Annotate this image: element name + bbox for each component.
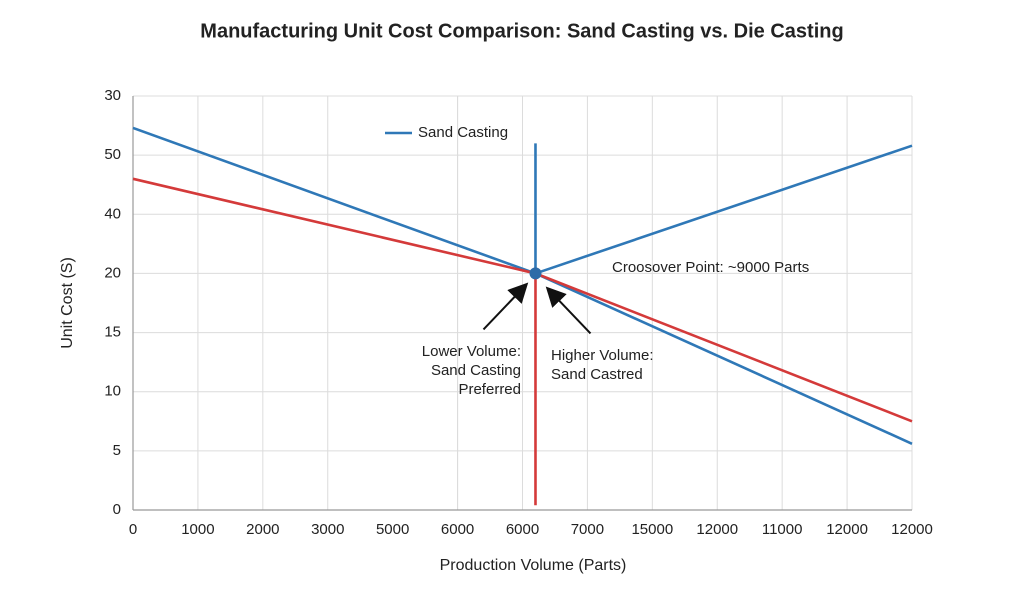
series-line bbox=[535, 144, 913, 275]
x-tick-label: 1000 bbox=[181, 521, 214, 538]
chart-title: Manufacturing Unit Cost Comparison: Sand… bbox=[200, 20, 843, 42]
y-tick-label: 5 bbox=[113, 442, 121, 459]
x-tick-label: 3000 bbox=[311, 521, 344, 538]
annotation-arrow bbox=[482, 282, 529, 331]
x-tick-label: 6000 bbox=[441, 521, 474, 538]
x-tick-label: 5000 bbox=[376, 521, 409, 538]
crossover-point bbox=[529, 267, 542, 280]
x-tick-label: 6000 bbox=[506, 521, 539, 538]
x-tick-label: 12000 bbox=[891, 521, 933, 538]
x-tick-label: 7000 bbox=[571, 521, 604, 538]
annotation: Croosover Point: ~9000 Parts bbox=[612, 259, 809, 276]
y-tick-label: 40 bbox=[104, 205, 121, 222]
y-tick-label: 20 bbox=[104, 264, 121, 281]
y-tick-label: 0 bbox=[113, 501, 121, 518]
x-tick-label: 11000 bbox=[762, 521, 803, 538]
x-axis-title: Production Volume (Parts) bbox=[440, 557, 627, 574]
x-tick-label: 2000 bbox=[246, 521, 279, 538]
y-tick-label: 50 bbox=[104, 146, 121, 163]
legend-label: Sand Casting bbox=[418, 124, 508, 141]
y-axis-title: Unit Cost (S) bbox=[59, 257, 76, 349]
x-tick-label: 12000 bbox=[826, 521, 868, 538]
y-tick-label: 30 bbox=[104, 87, 121, 104]
annotation: Preferred bbox=[458, 381, 521, 398]
annotation: Sand Casting bbox=[431, 362, 521, 379]
y-tick-label: 15 bbox=[104, 324, 121, 341]
annotation: Higher Volume: bbox=[551, 347, 654, 364]
x-tick-label: 15000 bbox=[631, 521, 673, 538]
y-tick-label: 10 bbox=[104, 383, 121, 400]
annotation: Sand Castred bbox=[551, 366, 643, 383]
annotation-arrow bbox=[545, 286, 592, 335]
annotation: Lower Volume: bbox=[422, 343, 521, 360]
x-tick-label: 0 bbox=[129, 521, 137, 538]
x-tick-label: 12000 bbox=[696, 521, 738, 538]
